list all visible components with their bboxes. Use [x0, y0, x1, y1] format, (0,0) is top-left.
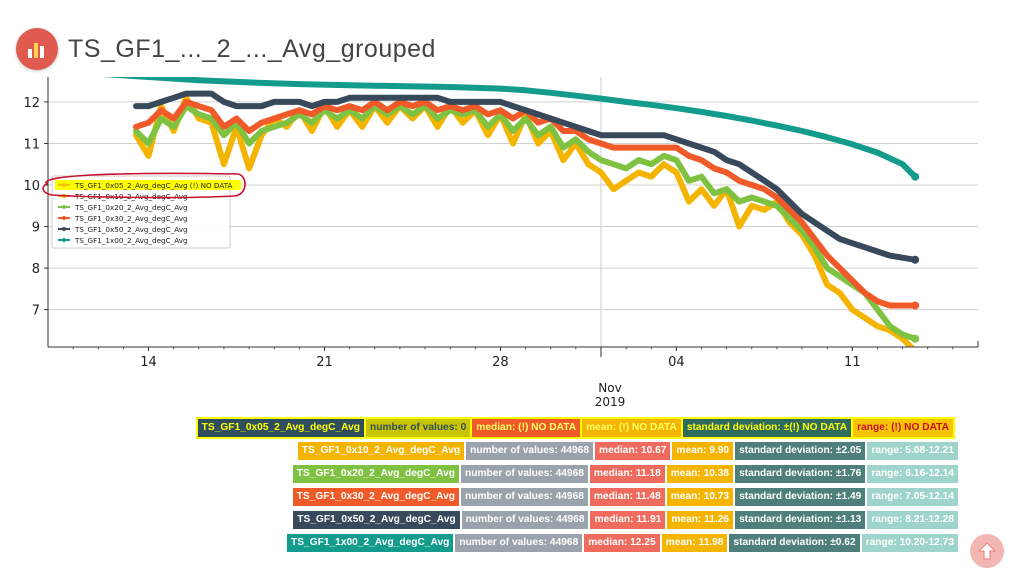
legend-marker-0x30: [62, 216, 66, 220]
stats-cell-std: standard deviation: ±2.05: [735, 442, 866, 460]
stats-cell-count: number of values: 44968: [455, 534, 583, 552]
stats-cell-name: TS_GF1_1x00_2_Avg_degC_Avg: [286, 534, 454, 552]
stats-row-0x20: TS_GF1_0x20_2_Avg_degC_Avg number of valu…: [292, 465, 960, 483]
y-tick-label: 9: [32, 221, 40, 236]
stats-cell-range: range: 5.08-12.21: [867, 442, 958, 460]
stats-cell-mean: mean: 11.26: [667, 511, 734, 529]
stats-cell-median: median: 12.25: [584, 534, 660, 552]
y-tick-label: 7: [32, 304, 40, 319]
stats-cell-mean: mean: 11.98: [661, 534, 728, 552]
stats-cell-std: standard deviation: ±0.62: [729, 534, 860, 552]
stats-row-0x10: TS_GF1_0x10_2_Avg_degC_Avg number of valu…: [297, 442, 960, 460]
series-line-1x00: [102, 77, 919, 180]
scroll-top-button[interactable]: [970, 534, 1004, 568]
stats-cell-name: TS_GF1_0x05_2_Avg_degC_Avg: [195, 417, 367, 439]
stats-cell-std: standard deviation: ±1.13: [735, 511, 866, 529]
stats-cell-count: number of values: 0: [364, 417, 473, 439]
stats-cell-range: range: (!) NO DATA: [851, 417, 955, 439]
x-tick-label: 11: [844, 355, 861, 370]
legend-marker-1x00: [62, 238, 66, 242]
y-tick-label: 8: [32, 262, 40, 277]
stats-cell-range: range: 8.21-12.28: [867, 511, 958, 529]
series-line-0x50: [133, 90, 919, 263]
x-axis-caption-month: Nov: [598, 381, 622, 395]
stats-cell-median: median: (!) NO DATA: [470, 417, 583, 439]
stats-cell-std: standard deviation: ±1.76: [735, 465, 866, 483]
stats-cell-range: range: 7.05-12.14: [867, 488, 958, 506]
stats-cell-range: range: 6.16-12.14: [867, 465, 958, 483]
x-axis-caption-year: 2019: [594, 395, 626, 409]
stats-cell-name: TS_GF1_0x30_2_Avg_degC_Avg: [292, 488, 460, 506]
stats-cell-count: number of values: 44968: [461, 465, 588, 483]
stats-row-0x50: TS_GF1_0x50_2_Avg_degC_Avg number of valu…: [293, 511, 960, 529]
temperature-line-chart: 7 8 9 10 11 12 14 21 28 04 11 TS_GF1_0x05_2_Avg_deg…: [23, 77, 979, 370]
page-title: TS_GF1_..._2_..._Avg_grouped: [68, 34, 436, 63]
legend-marker-0x20: [62, 205, 66, 209]
stats-cell-mean: mean: 10.73: [666, 488, 734, 506]
x-tick-label: 21: [316, 355, 333, 370]
x-tick-label: 14: [140, 355, 157, 370]
stats-cell-std: standard deviation: ±(!) NO DATA: [680, 417, 854, 439]
series-end-point-0x20: [911, 334, 920, 343]
stats-cell-name: TS_GF1_0x50_2_Avg_degC_Avg: [293, 511, 460, 529]
legend-label-1x00: TS_GF1_1x00_2_Avg_degC_Avg: [74, 236, 188, 245]
arrow-up-icon: [977, 542, 997, 560]
bar-chart-icon: [16, 28, 58, 70]
legend-label-0x50: TS_GF1_0x50_2_Avg_degC_Avg: [74, 225, 188, 234]
stats-cell-median: median: 10.67: [595, 442, 671, 460]
series-end-point-0x50: [911, 255, 920, 264]
stats-row-0x30: TS_GF1_0x30_2_Avg_degC_Avg number of valu…: [292, 488, 960, 506]
legend-marker-0x05: [62, 183, 66, 187]
legend-label-0x20: TS_GF1_0x20_2_Avg_degC_Avg: [74, 203, 188, 212]
legend-label-0x10: TS_GF1_0x10_2_Avg_degC_Avg: [74, 192, 188, 201]
legend-label-0x30: TS_GF1_0x30_2_Avg_degC_Avg: [74, 214, 188, 223]
stats-cell-name: TS_GF1_0x20_2_Avg_degC_Avg: [292, 465, 460, 483]
y-tick-label: 12: [23, 96, 40, 111]
stats-cell-name: TS_GF1_0x10_2_Avg_degC_Avg: [297, 442, 465, 460]
x-tick-label: 28: [492, 355, 509, 370]
legend-box: [51, 175, 231, 249]
stats-row-0x05: TS_GF1_0x05_2_Avg_degC_Avg number of valu…: [195, 417, 955, 439]
page-header: TS_GF1_..._2_..._Avg_grouped: [16, 27, 436, 71]
stats-cell-count: number of values: 44968: [466, 442, 594, 460]
y-tick-label: 11: [23, 137, 40, 152]
stats-cell-mean: mean: (!) NO DATA: [580, 417, 683, 439]
legend-label-0x05: TS_GF1_0x05_2_Avg_degC_Avg (!) NO DATA: [74, 181, 232, 190]
legend-highlight: [55, 180, 241, 190]
stats-cell-std: standard deviation: ±1.49: [735, 488, 866, 506]
y-tick-label: 10: [23, 179, 40, 194]
stats-row-1x00: TS_GF1_1x00_2_Avg_degC_Avg number of valu…: [286, 534, 960, 552]
stats-cell-count: number of values: 44968: [461, 511, 589, 529]
stats-cell-count: number of values: 44968: [461, 488, 588, 506]
annotation-ellipse: [42, 172, 246, 199]
legend-marker-0x50: [62, 227, 66, 231]
series-line-0x20: [133, 103, 919, 342]
x-tick-label: 04: [668, 355, 685, 370]
series-end-point-0x30: [911, 301, 920, 310]
stats-cell-range: range: 10.20-12.73: [861, 534, 958, 552]
stats-cell-median: median: 11.48: [589, 488, 665, 506]
stats-cell-median: median: 11.18: [589, 465, 665, 483]
stats-cell-mean: mean: 10.38: [666, 465, 734, 483]
stats-cell-mean: mean: 9.90: [672, 442, 734, 460]
series-end-point-1x00: [911, 172, 920, 181]
stats-cell-median: median: 11.91: [590, 511, 666, 529]
